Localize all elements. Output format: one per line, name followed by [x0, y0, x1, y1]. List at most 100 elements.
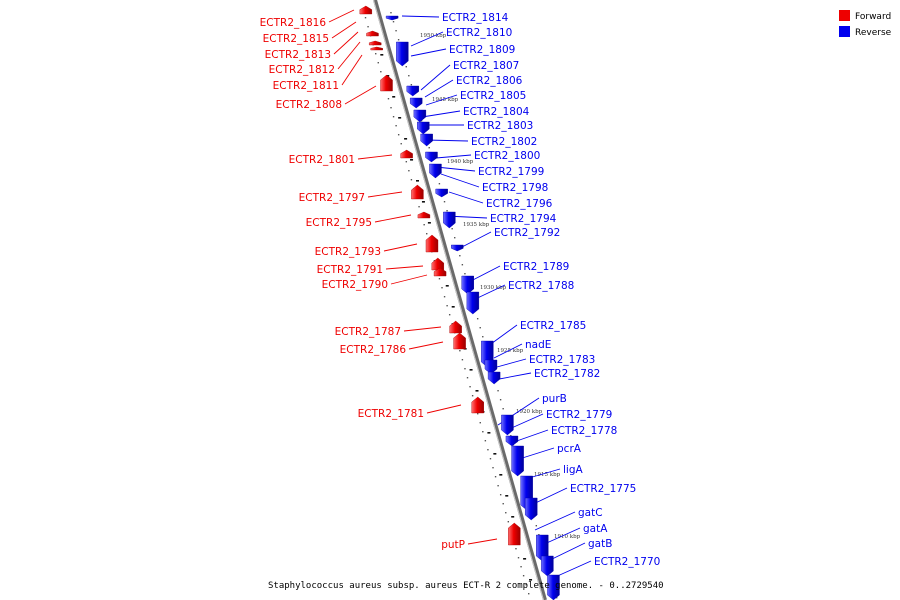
- gene-label-ectr2-1804[interactable]: ECTR2_1804: [463, 106, 530, 118]
- reverse-gene-arrow[interactable]: [385, 15, 399, 21]
- forward-gene-arrow[interactable]: [417, 211, 431, 219]
- leader-line: [420, 64, 451, 91]
- reverse-gene-arrow[interactable]: [413, 109, 427, 123]
- gene-label-ectr2-1805[interactable]: ECTR2_1805: [460, 90, 526, 102]
- tick-mark: [416, 180, 419, 182]
- gene-label-ectr2-1815[interactable]: ECTR2_1815: [263, 33, 329, 45]
- gene-label-ectr2-1814[interactable]: ECTR2_1814: [442, 12, 509, 24]
- gene-label-ectr2-1781[interactable]: ECTR2_1781: [358, 408, 424, 420]
- gene-label-purb[interactable]: purB: [542, 393, 567, 405]
- leader-line: [333, 31, 359, 55]
- gene-label-ectr2-1787[interactable]: ECTR2_1787: [335, 326, 401, 338]
- forward-gene-arrow[interactable]: [425, 234, 439, 253]
- gene-label-ectr2-1807[interactable]: ECTR2_1807: [453, 60, 519, 72]
- tick-mark: [515, 548, 517, 550]
- gene-label-ectr2-1786[interactable]: ECTR2_1786: [340, 344, 407, 356]
- gene-label-ectr2-1803[interactable]: ECTR2_1803: [467, 120, 533, 132]
- reverse-gene-arrow[interactable]: [547, 574, 560, 600]
- reverse-gene-arrow[interactable]: [396, 41, 409, 67]
- forward-gene-arrow[interactable]: [368, 40, 382, 46]
- reverse-gene-arrow[interactable]: [409, 97, 423, 109]
- gene-label-ectr2-1798[interactable]: ECTR2_1798: [482, 182, 548, 194]
- gene-label-ectr2-1811[interactable]: ECTR2_1811: [273, 80, 339, 92]
- forward-gene-arrow[interactable]: [433, 267, 447, 277]
- gene-label-ectr2-1782[interactable]: ECTR2_1782: [534, 368, 600, 380]
- reverse-gene-arrow[interactable]: [525, 497, 538, 521]
- tick-mark: [489, 458, 492, 460]
- gene-label-ectr2-1802[interactable]: ECTR2_1802: [471, 136, 537, 148]
- gene-label-ectr2-1785[interactable]: ECTR2_1785: [520, 320, 586, 332]
- tick-mark: [395, 125, 397, 127]
- gene-label-gata[interactable]: gatA: [583, 523, 608, 535]
- tick-mark: [538, 534, 540, 536]
- gene-label-nade[interactable]: nadE: [525, 339, 551, 351]
- forward-gene-arrow[interactable]: [380, 74, 393, 92]
- gene-label-liga[interactable]: ligA: [563, 464, 583, 476]
- reverse-gene-arrow[interactable]: [443, 211, 456, 229]
- leader-line: [534, 511, 576, 531]
- reverse-gene-arrow[interactable]: [461, 275, 474, 295]
- gene-label-ectr2-1799[interactable]: ECTR2_1799: [478, 166, 544, 178]
- gene-label-gatb[interactable]: gatB: [588, 538, 612, 550]
- reverse-gene-arrow[interactable]: [501, 414, 514, 436]
- gene-label-ectr2-1790[interactable]: ECTR2_1790: [322, 279, 388, 291]
- gene-label-ectr2-1800[interactable]: ECTR2_1800: [474, 150, 540, 162]
- gene-label-ectr2-1783[interactable]: ECTR2_1783: [529, 354, 595, 366]
- genome-caption: Staphylococcus aureus subsp. aureus ECT-…: [268, 581, 664, 591]
- forward-gene-arrow[interactable]: [449, 320, 462, 334]
- tick-mark: [464, 368, 466, 370]
- reverse-gene-arrow[interactable]: [466, 291, 480, 315]
- reverse-gene-arrow[interactable]: [505, 435, 519, 447]
- reverse-gene-arrow[interactable]: [417, 121, 430, 135]
- forward-gene-arrow[interactable]: [453, 332, 466, 350]
- gene-label-ectr2-1812[interactable]: ECTR2_1812: [269, 64, 335, 76]
- gene-label-ectr2-1788[interactable]: ECTR2_1788: [508, 280, 574, 292]
- gene-label-ectr2-1789[interactable]: ECTR2_1789: [503, 261, 569, 273]
- tick-mark: [525, 584, 527, 586]
- gene-label-ectr2-1792[interactable]: ECTR2_1792: [494, 227, 560, 239]
- forward-gene-arrow[interactable]: [431, 257, 444, 271]
- reverse-gene-arrow[interactable]: [484, 359, 498, 375]
- forward-gene-arrow[interactable]: [366, 30, 379, 37]
- tick-mark: [493, 453, 497, 455]
- forward-gene-arrow[interactable]: [411, 184, 424, 200]
- gene-label-ectr2-1794[interactable]: ECTR2_1794: [490, 213, 557, 225]
- gene-label-ectr2-1791[interactable]: ECTR2_1791: [317, 264, 383, 276]
- reverse-gene-arrow[interactable]: [429, 163, 442, 179]
- reverse-gene-arrow[interactable]: [406, 85, 419, 97]
- tick-mark: [459, 255, 461, 257]
- forward-gene-arrow[interactable]: [400, 149, 413, 159]
- gene-label-ectr2-1801[interactable]: ECTR2_1801: [289, 154, 355, 166]
- gene-label-ectr2-1813[interactable]: ECTR2_1813: [265, 49, 331, 61]
- gene-label-gatc[interactable]: gatC: [578, 507, 603, 519]
- gene-label-ectr2-1778[interactable]: ECTR2_1778: [551, 425, 617, 437]
- gene-label-ectr2-1770[interactable]: ECTR2_1770: [594, 556, 660, 568]
- gene-label-ectr2-1795[interactable]: ECTR2_1795: [306, 217, 372, 229]
- reverse-gene-arrow[interactable]: [511, 445, 524, 477]
- gene-label-pcra[interactable]: pcrA: [557, 443, 582, 455]
- legend-reverse-swatch: [839, 26, 850, 37]
- gene-label-putp[interactable]: putP: [441, 539, 465, 551]
- tick-mark: [479, 422, 481, 424]
- reverse-gene-arrow[interactable]: [451, 244, 464, 252]
- reverse-gene-arrow[interactable]: [541, 555, 554, 577]
- reverse-gene-arrow[interactable]: [435, 188, 448, 198]
- forward-gene-arrow[interactable]: [370, 46, 383, 51]
- reverse-gene-arrow[interactable]: [420, 133, 433, 147]
- gene-label-ectr2-1809[interactable]: ECTR2_1809: [449, 44, 515, 56]
- reverse-gene-arrow[interactable]: [425, 151, 438, 163]
- gene-label-ectr2-1779[interactable]: ECTR2_1779: [546, 409, 612, 421]
- gene-label-ectr2-1797[interactable]: ECTR2_1797: [299, 192, 365, 204]
- gene-label-ectr2-1793[interactable]: ECTR2_1793: [315, 246, 381, 258]
- gene-label-ectr2-1796[interactable]: ECTR2_1796: [486, 198, 553, 210]
- tick-mark: [392, 116, 395, 118]
- gene-label-ectr2-1816[interactable]: ECTR2_1816: [260, 17, 327, 29]
- forward-gene-arrow[interactable]: [471, 396, 484, 414]
- reverse-gene-arrow[interactable]: [487, 371, 501, 385]
- gene-label-ectr2-1806[interactable]: ECTR2_1806: [456, 75, 523, 87]
- gene-label-ectr2-1808[interactable]: ECTR2_1808: [276, 99, 342, 111]
- gene-label-ectr2-1775[interactable]: ECTR2_1775: [570, 483, 636, 495]
- forward-gene-arrow[interactable]: [359, 5, 373, 15]
- gene-label-ectr2-1810[interactable]: ECTR2_1810: [446, 27, 512, 39]
- forward-gene-arrow[interactable]: [508, 522, 521, 546]
